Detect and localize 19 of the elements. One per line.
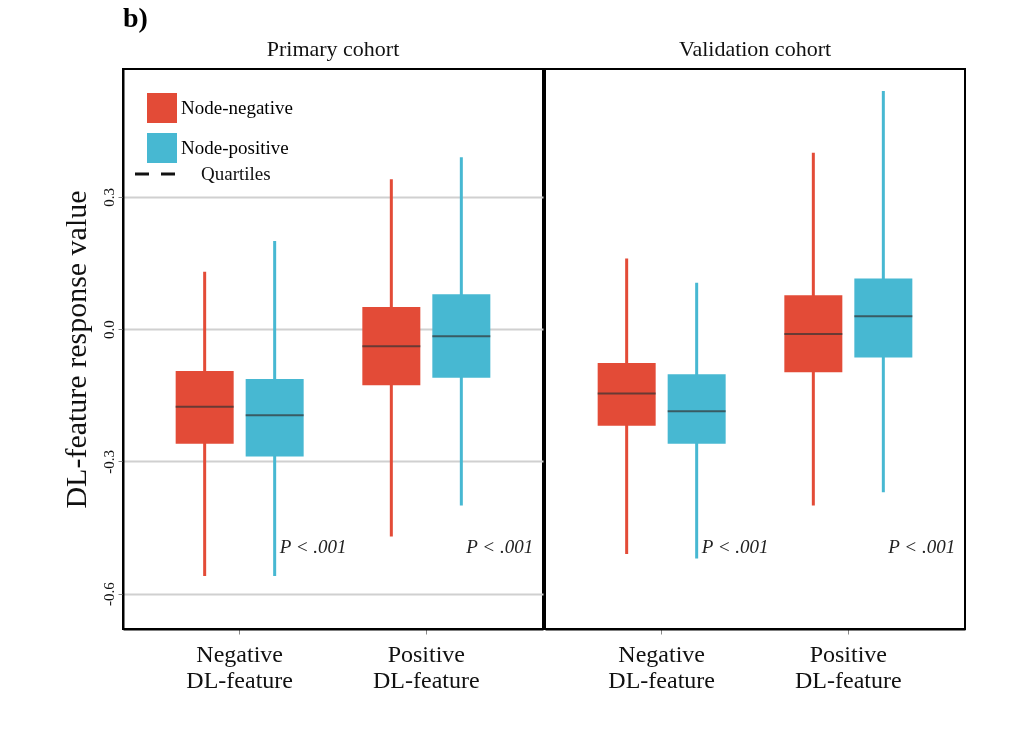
annotation: Quartiles xyxy=(201,163,271,184)
y-axis-title: DL-feature response value xyxy=(58,190,92,509)
y-tick-label: 0.0 xyxy=(100,320,117,340)
x-tick-label: Positive DL-feature xyxy=(795,640,902,693)
annotation: P < .001 xyxy=(278,536,347,557)
annotation: P < .001 xyxy=(887,536,956,557)
text: b) xyxy=(123,2,148,33)
legend-label: Node-positive xyxy=(181,137,289,158)
annotation: P < .001 xyxy=(465,536,534,557)
y-tick-label: -0.3 xyxy=(100,450,117,474)
chart-title: Primary cohort xyxy=(266,36,400,61)
x-tick-label: Negative DL-feature xyxy=(186,640,293,693)
x-tick-label: Negative DL-feature xyxy=(608,640,715,693)
y-tick-label: 0.3 xyxy=(100,188,117,207)
x-tick-label: Positive DL-feature xyxy=(373,640,480,693)
chart-title: Validation cohort xyxy=(678,36,832,61)
legend-label: Node-negative xyxy=(181,97,293,118)
annotation: P < .001 xyxy=(700,536,769,557)
y-tick-label: -0.6 xyxy=(100,581,117,607)
